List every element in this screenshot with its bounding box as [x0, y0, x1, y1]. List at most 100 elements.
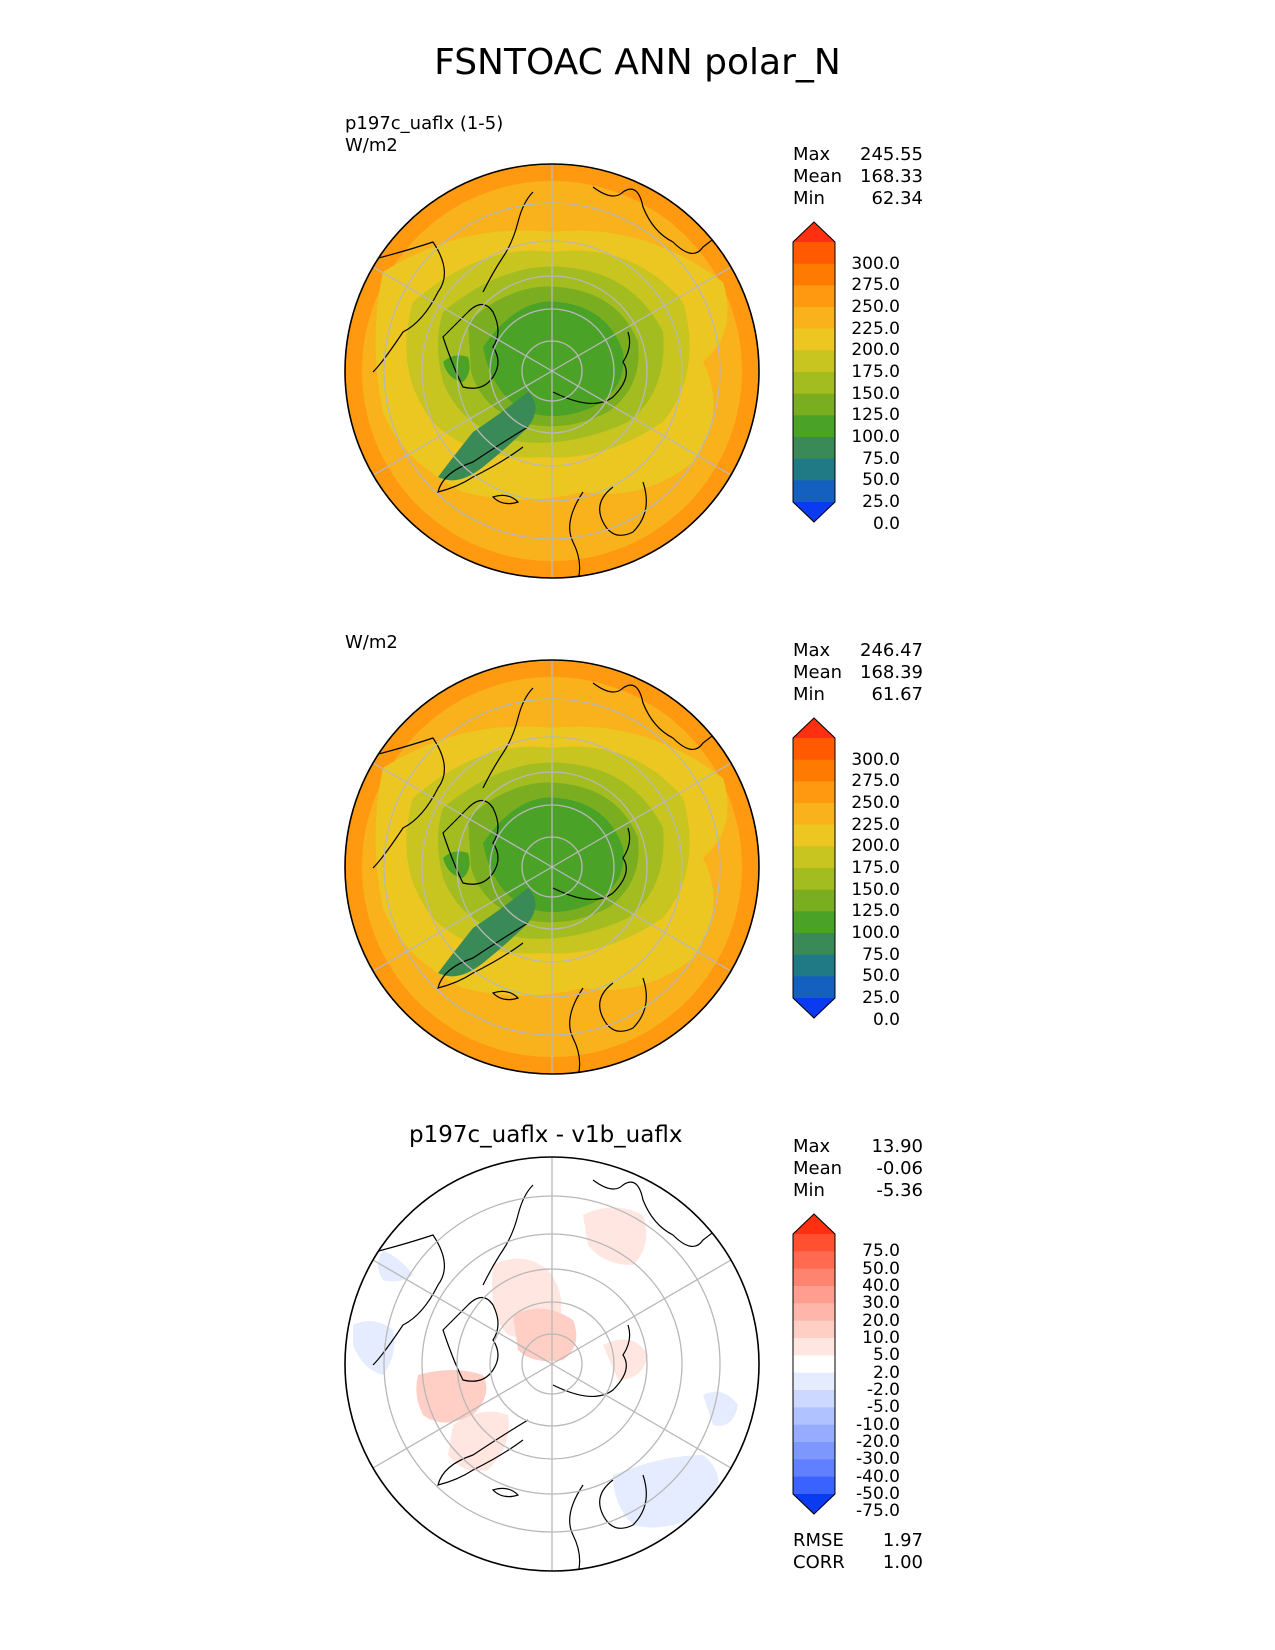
colorbar-tick-label: 150.0: [851, 879, 900, 900]
page-title: FSNTOAC ANN polar_N: [434, 42, 841, 83]
colorbar-extend-top: [793, 1214, 835, 1234]
stat-value: 62.34: [871, 188, 923, 209]
colorbar-tick-label: 125.0: [851, 405, 900, 426]
colorbar-bin: [793, 437, 835, 460]
colorbar-tick-label: 75.0: [862, 944, 900, 965]
colorbar-tick-label: 30.0: [862, 1293, 900, 1314]
colorbar-bin: [793, 1320, 835, 1339]
colorbar-extend-bottom: [793, 1494, 835, 1514]
colorbar-bin: [793, 846, 835, 869]
colorbar-tick-label: 225.0: [851, 814, 900, 835]
colorbar-tick-label: 300.0: [851, 253, 900, 274]
colorbar-extend-top: [793, 718, 835, 738]
colorbar-bin: [793, 480, 835, 503]
colorbar-bin: [793, 803, 835, 826]
colorbar-bin: [793, 868, 835, 891]
panel-3-colorbar: [792, 1213, 836, 1515]
colorbar-extend-bottom: [793, 998, 835, 1018]
colorbar-bin: [793, 824, 835, 847]
colorbar-bin: [793, 1251, 835, 1270]
footer-stat-label: RMSE: [793, 1530, 844, 1551]
colorbar-tick-label: 50.0: [862, 966, 900, 987]
colorbar-tick-label: 25.0: [862, 492, 900, 512]
stat-label: Mean: [793, 166, 843, 187]
colorbar-tick-label: 200.0: [851, 340, 900, 361]
colorbar-bin: [793, 328, 835, 351]
colorbar-tick-label: 250.0: [851, 793, 900, 813]
colorbar-tick-label: 10.0: [862, 1328, 900, 1348]
colorbar-outline: [792, 1213, 836, 1515]
colorbar-tick-label: 50.0: [862, 470, 900, 491]
colorbar-bin: [793, 1424, 835, 1443]
panel-1-colorbar: [792, 221, 836, 523]
colorbar-bin: [793, 781, 835, 804]
colorbar-tick-label: 200.0: [851, 836, 900, 857]
colorbar-bin: [793, 242, 835, 265]
colorbar-bin: [793, 1355, 835, 1374]
stat-value: -0.06: [876, 1158, 923, 1179]
colorbar-tick-label: 40.0: [862, 1276, 900, 1296]
panel-3-stats: Max 13.90 Mean -0.06 Min -5.36: [793, 1136, 923, 1202]
colorbar-tick-label: -75.0: [856, 1501, 900, 1522]
colorbar-outline: [792, 717, 836, 1019]
colorbar-bin: [793, 1372, 835, 1391]
panel-3-polar-map: [344, 1156, 760, 1572]
stat-value: 245.55: [860, 144, 923, 165]
colorbar-bin: [793, 1442, 835, 1460]
colorbar-bin: [793, 458, 835, 481]
stat-label: Max: [793, 1136, 831, 1157]
stat-value: 246.47: [860, 640, 923, 661]
colorbar-tick-label: -20.0: [856, 1432, 900, 1452]
colorbar-bin: [793, 1303, 835, 1322]
stat-label: Min: [793, 684, 825, 705]
colorbar-tick-label: 5.0: [872, 1345, 900, 1366]
stat-label: Mean: [793, 662, 843, 683]
colorbar-tick-label: 250.0: [851, 297, 900, 317]
stat-value: 13.90: [871, 1136, 923, 1157]
colorbar-tick-label: -50.0: [856, 1484, 900, 1504]
stat-value: 61.67: [871, 684, 923, 705]
colorbar-tick-label: 50.0: [862, 1258, 900, 1279]
colorbar-tick-label: 2.0: [872, 1362, 900, 1383]
colorbar-tick-label: 100.0: [851, 923, 900, 943]
colorbar-tick-label: -2.0: [866, 1380, 900, 1400]
colorbar-tick-label: 0.0: [872, 1009, 900, 1030]
colorbar-bin: [793, 738, 835, 761]
colorbar-bin: [793, 1459, 835, 1478]
colorbar-bin: [793, 1407, 835, 1426]
panel-1-stats: Max 245.55 Mean 168.33 Min 62.34: [793, 144, 923, 210]
colorbar-extend-top: [793, 222, 835, 242]
colorbar-tick-label: -10.0: [856, 1414, 900, 1435]
colorbar-bin: [793, 954, 835, 977]
colorbar-tick-label: 275.0: [851, 771, 900, 792]
panel-1-units: W/m2: [345, 135, 398, 156]
colorbar-bin: [793, 307, 835, 330]
colorbar-tick-label: 175.0: [851, 858, 900, 878]
panel-2-subtitle: W/m2: [345, 632, 398, 654]
colorbar-tick-label: 300.0: [851, 749, 900, 770]
panel-2-colorbar: [792, 717, 836, 1019]
colorbar-tick-label: 150.0: [851, 383, 900, 404]
colorbar-tick-label: -40.0: [856, 1466, 900, 1487]
stat-value: 168.33: [860, 166, 923, 187]
colorbar-bin: [793, 285, 835, 308]
colorbar-bin: [793, 350, 835, 373]
colorbar-tick-label: 20.0: [862, 1310, 900, 1331]
colorbar-tick-label: 175.0: [851, 362, 900, 382]
colorbar-bin: [793, 1390, 835, 1408]
colorbar-bin: [793, 976, 835, 999]
colorbar-tick-label: -5.0: [866, 1397, 900, 1418]
colorbar-bin: [793, 393, 835, 416]
panel-2-stats: Max 246.47 Mean 168.39 Min 61.67: [793, 640, 923, 706]
colorbar-bin: [793, 372, 835, 395]
colorbar-bin: [793, 911, 835, 934]
footer-stat-value: 1.00: [882, 1552, 923, 1573]
colorbar-bin: [793, 759, 835, 782]
colorbar-tick-label: 125.0: [851, 901, 900, 922]
panel-2-polar-map: [344, 659, 760, 1075]
stat-label: Min: [793, 1180, 825, 1201]
panel-3-title: p197c_uaflx - v1b_uaflx: [409, 1122, 683, 1148]
colorbar-tick-label: 275.0: [851, 275, 900, 296]
panel-1-polar-map: [344, 163, 760, 579]
colorbar-extend-bottom: [793, 502, 835, 522]
